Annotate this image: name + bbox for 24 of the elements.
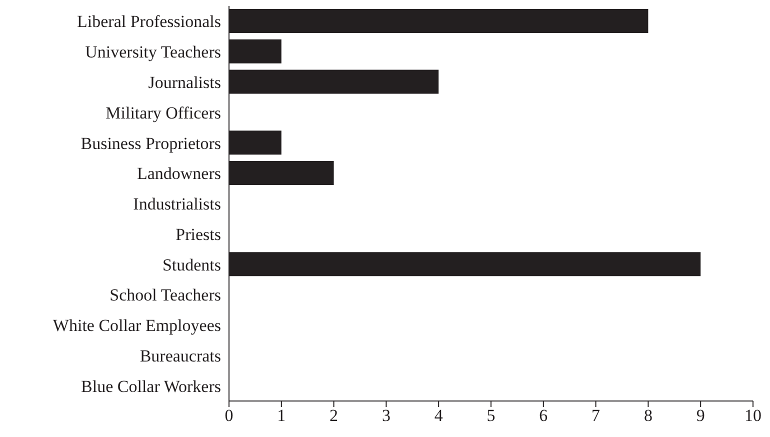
x-tick-label: 0 (224, 406, 234, 426)
x-tick-label: 5 (486, 406, 496, 426)
y-tick-label: Military Officers (106, 103, 221, 122)
y-tick-label: Landowners (136, 164, 221, 184)
x-tick-label: 7 (592, 406, 601, 426)
y-tick-label: Journalists (148, 72, 221, 92)
x-tick-label: 1 (277, 406, 286, 426)
y-tick-label: White Collar Employees (52, 316, 221, 336)
x-tick-label: 2 (330, 406, 338, 426)
y-tick-label: Industrialists (133, 194, 221, 214)
x-tick-label: 4 (434, 406, 444, 426)
x-tick-label: 9 (696, 406, 705, 426)
y-tick-label: Liberal Professionals (77, 12, 221, 32)
y-tick-label: Business Proprietors (80, 134, 221, 153)
y-tick-label: School Teachers (110, 286, 221, 305)
x-tick-label: 8 (644, 406, 652, 426)
x-tick-label: 6 (539, 406, 548, 426)
x-tick-label: 3 (382, 406, 390, 426)
y-tick-label: University Teachers (85, 42, 221, 62)
x-tick-label: 10 (744, 406, 762, 426)
y-tick-label: Priests (176, 224, 221, 244)
y-tick-label: Blue Collar Workers (81, 376, 221, 396)
y-tick-label: Bureaucrats (140, 346, 221, 366)
y-tick-label: Students (162, 255, 221, 274)
